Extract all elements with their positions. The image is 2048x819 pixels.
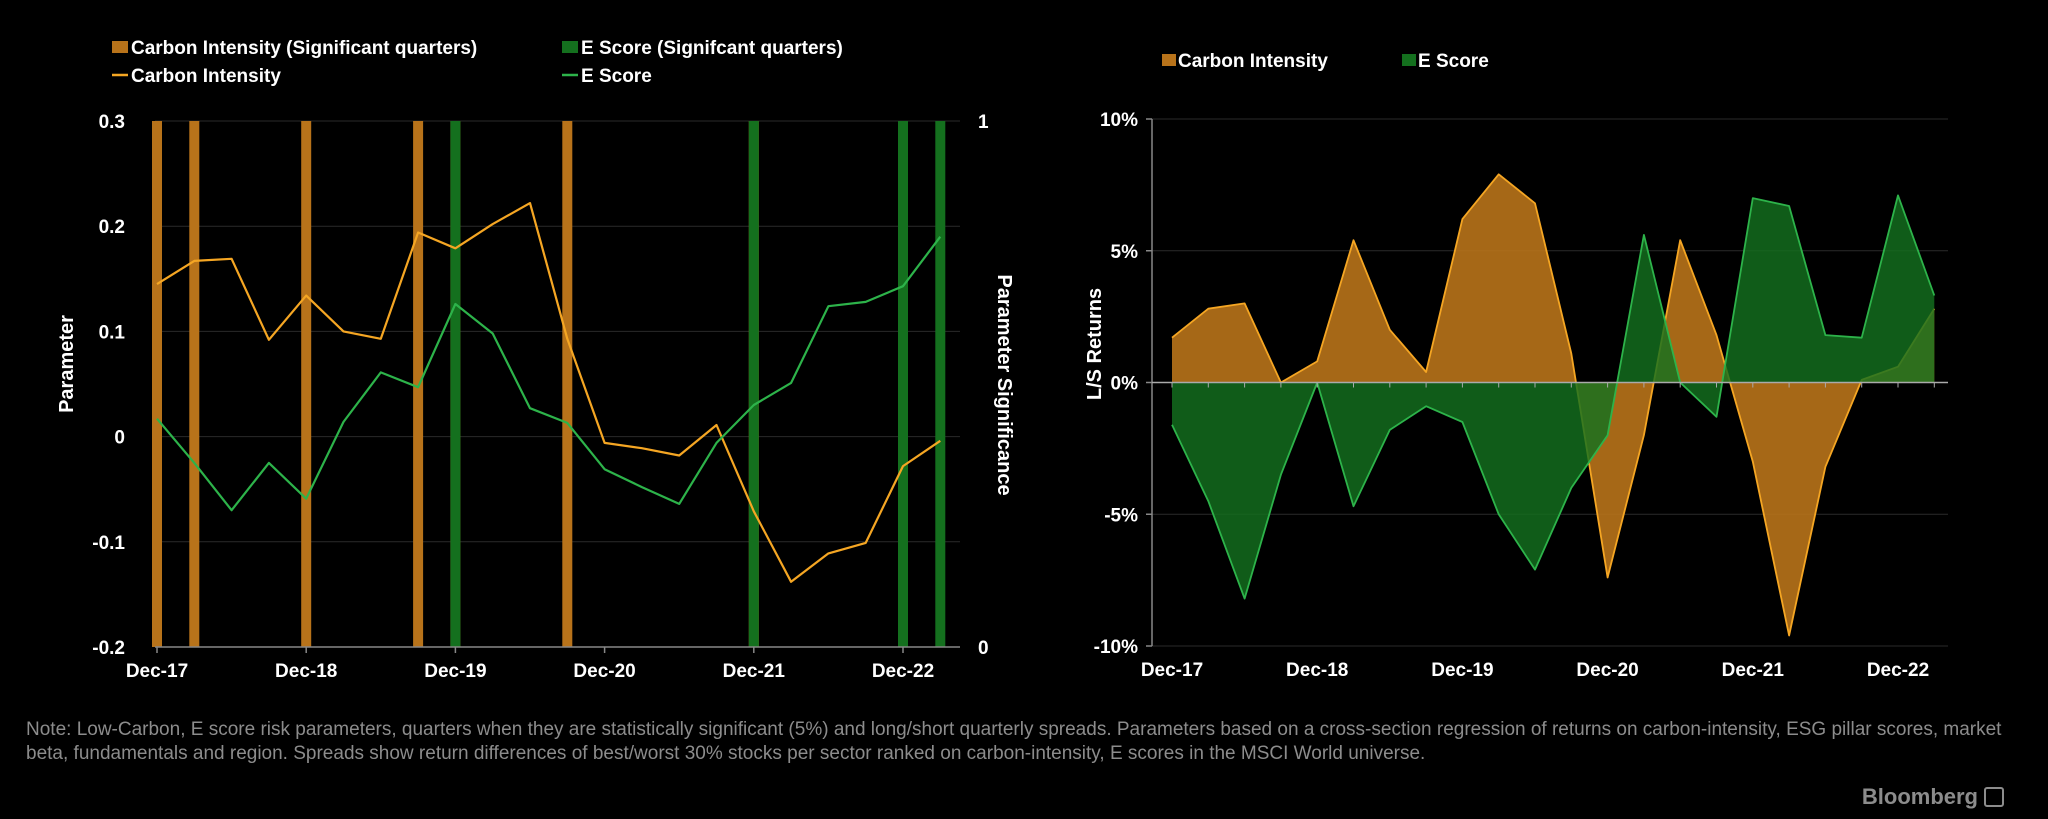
legend-label-e-score-signifcant-quarters: E Score (Signifcant quarters) [581, 38, 843, 59]
right-tick-labels: -10% -5% 0% 5% 10% Dec-17 Dec-18 Dec-19 Dec-20 De… [1094, 110, 1930, 681]
chart-canvas: -0.2 -0.1 0 0.1 0.2 0.3 0 1 Dec-17 Dec-18 Dec-19 De… [56, 38, 1948, 682]
returns-chart: -10% -5% 0% 5% 10% Dec-17 Dec-18 Dec-19 Dec-20 De… [1084, 51, 1948, 681]
legend-label-e-score: E Score [1418, 51, 1489, 72]
legend-swatch-e-score-signifcant-quarters [562, 41, 578, 53]
sig-bar-carbon-intensity-significant-quarters [562, 121, 573, 647]
right-x-tick-label: Dec-22 [1867, 660, 1929, 681]
sig-bar-e-score-signifcant-quarters [450, 121, 461, 647]
legend-label-carbon-intensity: Carbon Intensity [131, 66, 281, 87]
right-x-tick-label: Dec-19 [1431, 660, 1493, 681]
left-y-tick-label: 0.1 [99, 322, 126, 343]
sig-bar-e-score-signifcant-quarters [748, 121, 759, 647]
left-y2-tick-label: 1 [978, 112, 989, 133]
series-line-carbon-intensity [1171, 173, 1936, 637]
legend-label-e-score: E Score [581, 66, 652, 87]
right-y-tick-label: 5% [1111, 242, 1139, 263]
right-y-axis-title: L/S Returns [1084, 288, 1106, 400]
right-series-areas [1171, 173, 1936, 637]
left-y2-axis-title: Parameter Significance [993, 274, 1015, 495]
brand-logo: Bloomberg [1862, 784, 2004, 810]
sig-bar-e-score-signifcant-quarters [898, 121, 908, 647]
sig-bar-carbon-intensity-significant-quarters [152, 121, 162, 647]
left-y-tick-label: -0.1 [92, 533, 125, 554]
sig-bar-carbon-intensity-significant-quarters [189, 121, 200, 647]
left-x-tick-label: Dec-21 [723, 661, 786, 682]
legend-swatch-carbon-intensity-significant-quarters [112, 41, 128, 53]
left-x-tick-label: Dec-18 [275, 661, 337, 682]
series-area-carbon-intensity [1172, 174, 1935, 636]
left-y-tick-label: 0 [114, 428, 125, 449]
legend-label-carbon-intensity-significant-quarters: Carbon Intensity (Significant quarters) [131, 38, 477, 59]
brand-name: Bloomberg [1861, 784, 1978, 809]
series-line-e-score [1171, 194, 1936, 600]
series-line-carbon-intensity [156, 202, 941, 583]
left-x-tick-label: Dec-22 [872, 661, 934, 682]
right-x-tick-label: Dec-20 [1576, 660, 1638, 681]
left-significance-bars [152, 121, 946, 647]
left-y-tick-label: 0.2 [99, 217, 125, 238]
right-x-tick-label: Dec-18 [1286, 660, 1348, 681]
left-x-tick-label: Dec-17 [126, 661, 188, 682]
sig-bar-carbon-intensity-significant-quarters [413, 121, 424, 647]
right-y-tick-label: -10% [1094, 637, 1138, 658]
right-y-tick-label: -5% [1104, 505, 1138, 526]
right-axes [1146, 118, 1948, 647]
legend-swatch-carbon-intensity [1162, 54, 1176, 66]
left-y2-tick-label: 0 [978, 638, 989, 659]
sig-bar-e-score-signifcant-quarters [935, 121, 946, 647]
footnote: Note: Low-Carbon, E score risk parameter… [26, 719, 2002, 764]
left-axes [155, 646, 960, 653]
left-y-tick-label: 0.3 [99, 112, 125, 133]
left-gridlines [155, 120, 960, 543]
parameter-chart: -0.2 -0.1 0 0.1 0.2 0.3 0 1 Dec-17 Dec-18 Dec-19 De… [56, 38, 1015, 682]
left-x-tick-label: Dec-20 [573, 661, 635, 682]
legend-label-carbon-intensity: Carbon Intensity [1178, 51, 1328, 72]
right-x-tick-label: Dec-17 [1141, 660, 1203, 681]
left-tick-labels: -0.2 -0.1 0 0.1 0.2 0.3 0 1 Dec-17 Dec-18 Dec-19 De… [92, 112, 989, 682]
right-y-tick-label: 0% [1111, 374, 1139, 395]
left-legend: Carbon Intensity (Significant quarters) E… [112, 38, 843, 87]
series-line-e-score [156, 236, 942, 512]
right-legend: Carbon Intensity E Score [1162, 51, 1489, 72]
left-series-lines [156, 202, 942, 583]
right-y-tick-label: 10% [1100, 110, 1138, 131]
series-area-e-score [1172, 195, 1935, 599]
left-y-axis-title: Parameter [56, 315, 78, 413]
left-y-tick-label: -0.2 [92, 638, 125, 659]
legend-swatch-e-score [1402, 54, 1416, 66]
left-x-tick-label: Dec-19 [424, 661, 486, 682]
sig-bar-carbon-intensity-significant-quarters [301, 121, 312, 647]
bloomberg-chart-icon [1984, 787, 2004, 807]
right-x-tick-label: Dec-21 [1722, 660, 1785, 681]
